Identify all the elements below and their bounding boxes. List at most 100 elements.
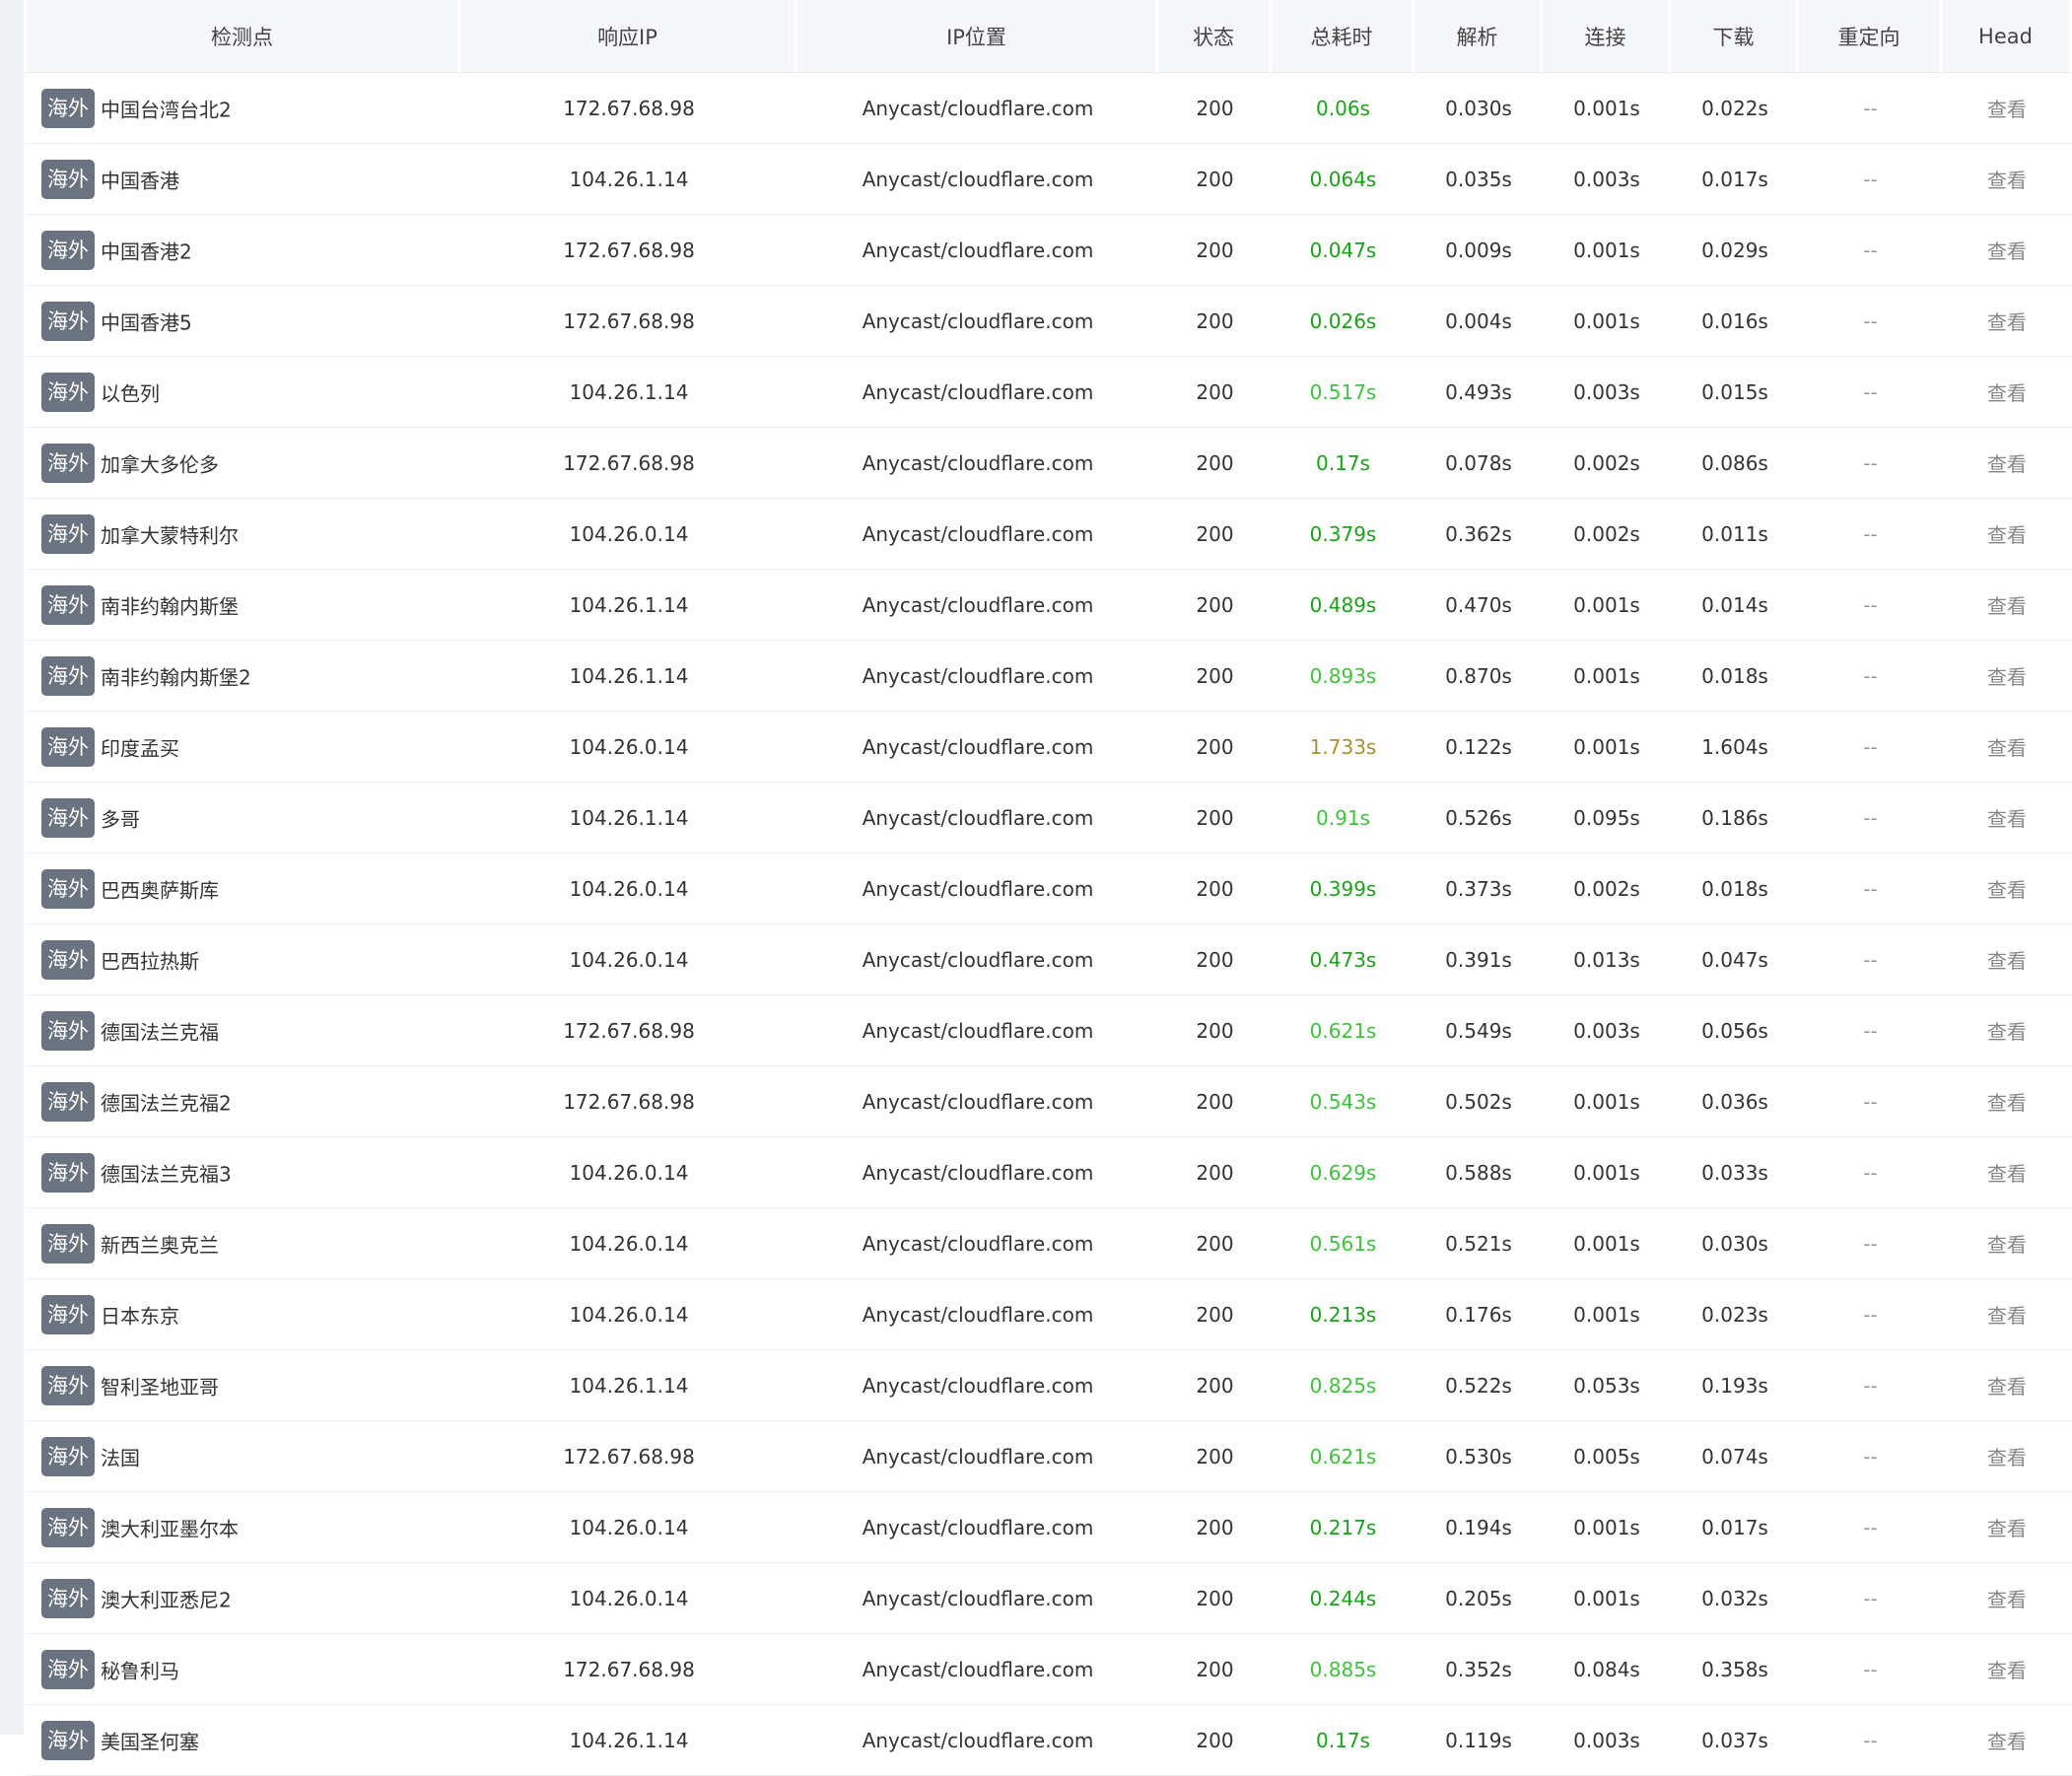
- ip-cell: 172.67.68.98: [460, 73, 797, 144]
- region-tag: 海外: [41, 513, 95, 554]
- head[interactable]: 查看: [1987, 1162, 2027, 1186]
- head[interactable]: 查看: [1987, 807, 2027, 831]
- status: 200: [1196, 1089, 1234, 1114]
- ip: 172.67.68.98: [563, 1018, 695, 1043]
- head-cell: 查看: [1942, 499, 2072, 570]
- ip-location: Anycast/cloudflare.com: [862, 1160, 1094, 1185]
- head[interactable]: 查看: [1987, 452, 2027, 476]
- head[interactable]: 查看: [1987, 310, 2027, 334]
- download: 0.016s: [1701, 308, 1768, 333]
- connect: 0.053s: [1573, 1373, 1640, 1398]
- ip-cell: 104.26.1.14: [460, 1705, 797, 1776]
- head[interactable]: 查看: [1987, 381, 2027, 405]
- dns: 0.870s: [1445, 663, 1512, 688]
- download-cell: 0.186s: [1671, 783, 1799, 854]
- status: 200: [1196, 876, 1234, 901]
- status: 200: [1196, 1160, 1234, 1185]
- head[interactable]: 查看: [1987, 1020, 2027, 1044]
- result-row: 海外 印度孟买 104.26.0.14 Anycast/cloudflare.com 2…: [27, 712, 2072, 783]
- connect-cell: 0.001s: [1543, 712, 1671, 783]
- total: 0.893s: [1309, 663, 1377, 688]
- redirect-cell: --: [1799, 783, 1942, 854]
- head[interactable]: 查看: [1987, 523, 2027, 547]
- status-cell: 200: [1158, 286, 1272, 357]
- ip-location: Anycast/cloudflare.com: [862, 238, 1094, 262]
- column-header: 连接: [1543, 0, 1671, 73]
- dns: 0.078s: [1445, 450, 1512, 475]
- ip-location-cell: Anycast/cloudflare.com: [797, 499, 1158, 570]
- head[interactable]: 查看: [1987, 665, 2027, 689]
- redirect: --: [1863, 450, 1878, 475]
- head[interactable]: 查看: [1987, 1091, 2027, 1115]
- connect: 0.084s: [1573, 1657, 1640, 1681]
- head[interactable]: 查看: [1987, 239, 2027, 263]
- header-row: 检测点 响应IP IP位置 状态 总耗时 解析 连接 下载 重定向 Head: [27, 0, 2072, 73]
- head[interactable]: 查看: [1987, 878, 2027, 902]
- ip: 172.67.68.98: [563, 308, 695, 333]
- ip-cell: 104.26.1.14: [460, 144, 797, 215]
- redirect-cell: --: [1799, 712, 1942, 783]
- head[interactable]: 查看: [1987, 1304, 2027, 1328]
- connect: 0.003s: [1573, 379, 1640, 404]
- dns-cell: 0.870s: [1415, 641, 1543, 712]
- head-cell: 查看: [1942, 1208, 2072, 1279]
- redirect-cell: --: [1799, 1705, 1942, 1776]
- column-header: Head: [1942, 0, 2072, 73]
- download-cell: 0.014s: [1671, 570, 1799, 641]
- connect: 0.001s: [1573, 1515, 1640, 1539]
- head[interactable]: 查看: [1987, 1517, 2027, 1540]
- dns: 0.004s: [1445, 308, 1512, 333]
- connect: 0.002s: [1573, 876, 1640, 901]
- result-row: 海外 澳大利亚墨尔本 104.26.0.14 Anycast/cloudflare.c…: [27, 1492, 2072, 1563]
- total-cell: 0.561s: [1272, 1208, 1415, 1279]
- head[interactable]: 查看: [1987, 1233, 2027, 1257]
- head[interactable]: 查看: [1987, 594, 2027, 618]
- head[interactable]: 查看: [1987, 1588, 2027, 1611]
- head-cell: 查看: [1942, 428, 2072, 499]
- download: 0.017s: [1701, 1515, 1768, 1539]
- head[interactable]: 查看: [1987, 1375, 2027, 1399]
- head-cell: 查看: [1942, 712, 2072, 783]
- connect-cell: 0.002s: [1543, 428, 1671, 499]
- connect: 0.001s: [1573, 592, 1640, 617]
- dns: 0.493s: [1445, 379, 1512, 404]
- head-cell: 查看: [1942, 1066, 2072, 1137]
- region-tag: 海外: [41, 88, 95, 128]
- status-cell: 200: [1158, 1208, 1272, 1279]
- head[interactable]: 查看: [1987, 1659, 2027, 1682]
- head[interactable]: 查看: [1987, 1446, 2027, 1469]
- result-row: 海外 中国香港5 172.67.68.98 Anycast/cloudflare.co…: [27, 286, 2072, 357]
- connect-cell: 0.001s: [1543, 215, 1671, 286]
- redirect: --: [1863, 1231, 1878, 1256]
- status-cell: 200: [1158, 783, 1272, 854]
- dns-cell: 0.035s: [1415, 144, 1543, 215]
- head-cell: 查看: [1942, 286, 2072, 357]
- ip-cell: 104.26.0.14: [460, 1208, 797, 1279]
- total-cell: 0.543s: [1272, 1066, 1415, 1137]
- head[interactable]: 查看: [1987, 169, 2027, 192]
- head-cell: 查看: [1942, 783, 2072, 854]
- location-cell: 海外 中国香港: [27, 144, 460, 215]
- download: 0.074s: [1701, 1444, 1768, 1469]
- connect: 0.095s: [1573, 805, 1640, 830]
- connect: 0.001s: [1573, 1160, 1640, 1185]
- redirect: --: [1863, 1302, 1878, 1327]
- dns: 0.391s: [1445, 947, 1512, 972]
- head[interactable]: 查看: [1987, 1730, 2027, 1753]
- dns: 0.122s: [1445, 734, 1512, 759]
- location-cell: 海外 秘鲁利马: [27, 1634, 460, 1705]
- region-tag: 海外: [41, 372, 95, 412]
- head[interactable]: 查看: [1987, 736, 2027, 760]
- status: 200: [1196, 947, 1234, 972]
- head[interactable]: 查看: [1987, 949, 2027, 973]
- connect: 0.001s: [1573, 1089, 1640, 1114]
- ip: 104.26.1.14: [569, 663, 689, 688]
- download: 0.033s: [1701, 1160, 1768, 1185]
- connect: 0.001s: [1573, 1302, 1640, 1327]
- dns-cell: 0.205s: [1415, 1563, 1543, 1634]
- download-cell: 0.030s: [1671, 1208, 1799, 1279]
- location-cell: 海外 德国法兰克福: [27, 995, 460, 1066]
- connect-cell: 0.001s: [1543, 1563, 1671, 1634]
- head[interactable]: 查看: [1987, 98, 2027, 121]
